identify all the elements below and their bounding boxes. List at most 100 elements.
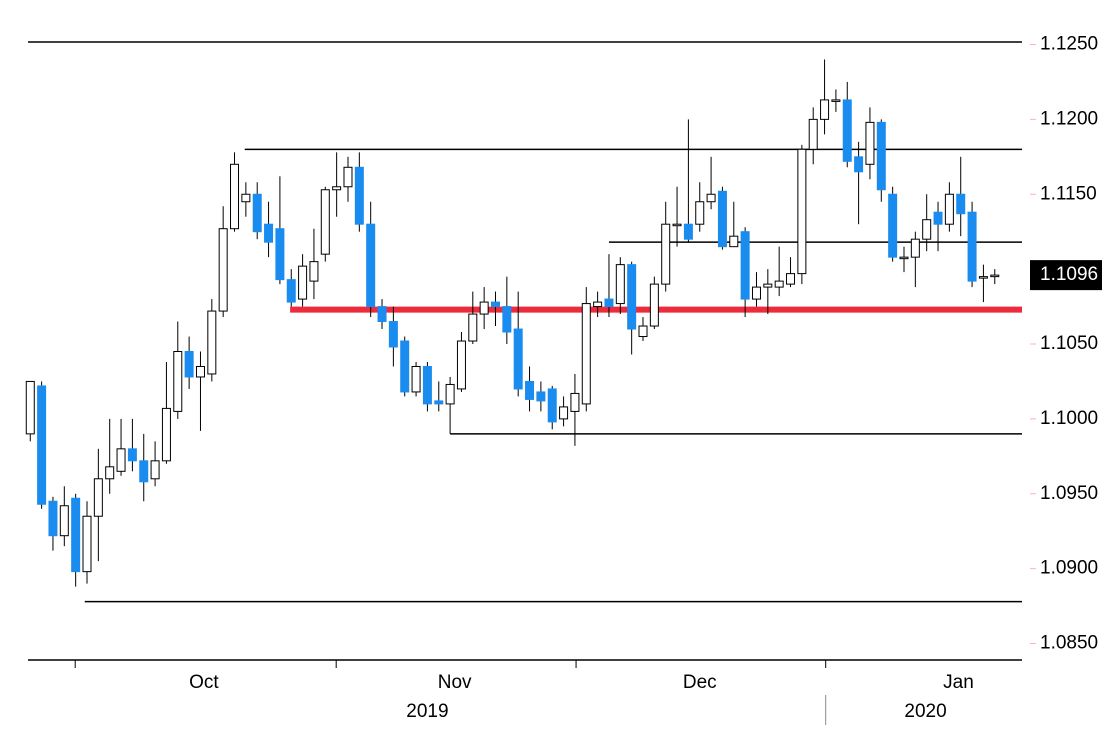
candle-body bbox=[502, 306, 512, 333]
year-label: 2020 bbox=[904, 701, 946, 722]
candle-body bbox=[354, 166, 364, 225]
y-tick-label: 1.1050 bbox=[1040, 333, 1098, 354]
candle-body bbox=[933, 211, 943, 225]
candle-body bbox=[127, 448, 137, 462]
candle-body bbox=[944, 193, 954, 225]
candle-body bbox=[525, 380, 535, 400]
year-label: 2019 bbox=[406, 701, 448, 722]
y-tick-label: 1.1200 bbox=[1040, 108, 1098, 129]
candle-body bbox=[37, 385, 47, 505]
candle-body bbox=[967, 211, 977, 282]
candle-body bbox=[797, 148, 807, 275]
candle-body bbox=[264, 223, 274, 243]
y-tick-label: 1.0900 bbox=[1040, 558, 1098, 579]
candle-body bbox=[706, 193, 716, 203]
candle-body bbox=[547, 388, 557, 423]
candle-body bbox=[184, 350, 194, 378]
candle-body bbox=[173, 350, 183, 412]
candle-body bbox=[218, 228, 228, 312]
candle-body bbox=[990, 274, 1000, 278]
candle-body bbox=[831, 99, 841, 102]
candle-body bbox=[445, 383, 455, 405]
y-tick-label: 1.0850 bbox=[1040, 633, 1098, 654]
candle-body bbox=[230, 163, 240, 230]
candle-body bbox=[48, 500, 58, 537]
candle-body bbox=[695, 201, 705, 225]
month-label: Nov bbox=[438, 672, 472, 693]
last-price-box bbox=[1030, 260, 1102, 291]
candle-body bbox=[388, 321, 398, 348]
candle-body bbox=[332, 186, 342, 191]
candle-body bbox=[763, 283, 773, 288]
candle-body bbox=[899, 256, 909, 260]
candle-body bbox=[888, 193, 898, 258]
y-tick-label: 1.1250 bbox=[1040, 34, 1098, 55]
candle-body bbox=[627, 264, 637, 330]
candle-body bbox=[25, 380, 35, 435]
candle-body bbox=[649, 283, 659, 327]
candle-body bbox=[808, 118, 818, 150]
candle-body bbox=[536, 391, 546, 402]
month-label: Dec bbox=[683, 672, 717, 693]
candle-body bbox=[411, 365, 421, 393]
candle-body bbox=[876, 121, 886, 191]
candle-body bbox=[456, 340, 466, 390]
candle-body bbox=[581, 303, 591, 405]
candle-body bbox=[774, 280, 784, 288]
y-tick-label: 1.0950 bbox=[1040, 483, 1098, 504]
candle-body bbox=[150, 460, 160, 480]
candle-body bbox=[786, 273, 796, 285]
candle-body bbox=[661, 223, 671, 285]
candle-body bbox=[71, 497, 81, 573]
candle-body bbox=[479, 301, 489, 315]
candle-body bbox=[729, 235, 739, 248]
candle-body bbox=[922, 219, 932, 240]
candle-body bbox=[490, 301, 500, 308]
candle-body bbox=[638, 325, 648, 338]
candle-body bbox=[161, 407, 171, 462]
y-tick-label: 1.1000 bbox=[1040, 408, 1098, 429]
candle-body bbox=[865, 121, 875, 165]
candle-body bbox=[93, 478, 103, 517]
candle-body bbox=[400, 340, 410, 393]
candle-body bbox=[751, 286, 761, 300]
candle-body bbox=[683, 223, 693, 240]
candle-body bbox=[139, 460, 149, 483]
candle-body bbox=[422, 365, 432, 405]
month-label: Oct bbox=[189, 672, 219, 693]
candle-body bbox=[513, 328, 523, 390]
y-tick-label: 1.1150 bbox=[1040, 183, 1097, 204]
candle-body bbox=[343, 166, 353, 188]
candle-body bbox=[309, 261, 319, 282]
candle-body bbox=[320, 189, 330, 255]
candle-body bbox=[116, 448, 126, 472]
candle-body bbox=[570, 392, 580, 412]
candle-body bbox=[82, 515, 92, 573]
candle-body bbox=[434, 400, 444, 405]
candle-body bbox=[366, 223, 376, 308]
candle-body bbox=[820, 99, 830, 120]
candle-body bbox=[59, 505, 69, 537]
candle-body bbox=[105, 466, 115, 480]
candle-body bbox=[195, 365, 205, 378]
candle-body bbox=[559, 406, 569, 420]
candle-body bbox=[252, 193, 262, 233]
candle-body bbox=[740, 231, 750, 300]
month-label: Jan bbox=[943, 672, 974, 693]
candle-body bbox=[842, 99, 852, 162]
candle-body bbox=[615, 264, 625, 305]
candle-body bbox=[468, 313, 478, 342]
candle-body bbox=[298, 265, 308, 300]
candle-body bbox=[854, 156, 864, 173]
candle-body bbox=[377, 306, 387, 323]
last-price-label: 1.1096 bbox=[1040, 264, 1098, 285]
candle-body bbox=[717, 190, 727, 248]
candle-body bbox=[593, 301, 603, 308]
candle-body bbox=[604, 298, 614, 308]
candle-body bbox=[207, 310, 217, 375]
candle-body bbox=[978, 276, 988, 279]
candle-body bbox=[910, 238, 920, 258]
candle-body bbox=[275, 228, 285, 281]
candle-body bbox=[286, 279, 296, 303]
